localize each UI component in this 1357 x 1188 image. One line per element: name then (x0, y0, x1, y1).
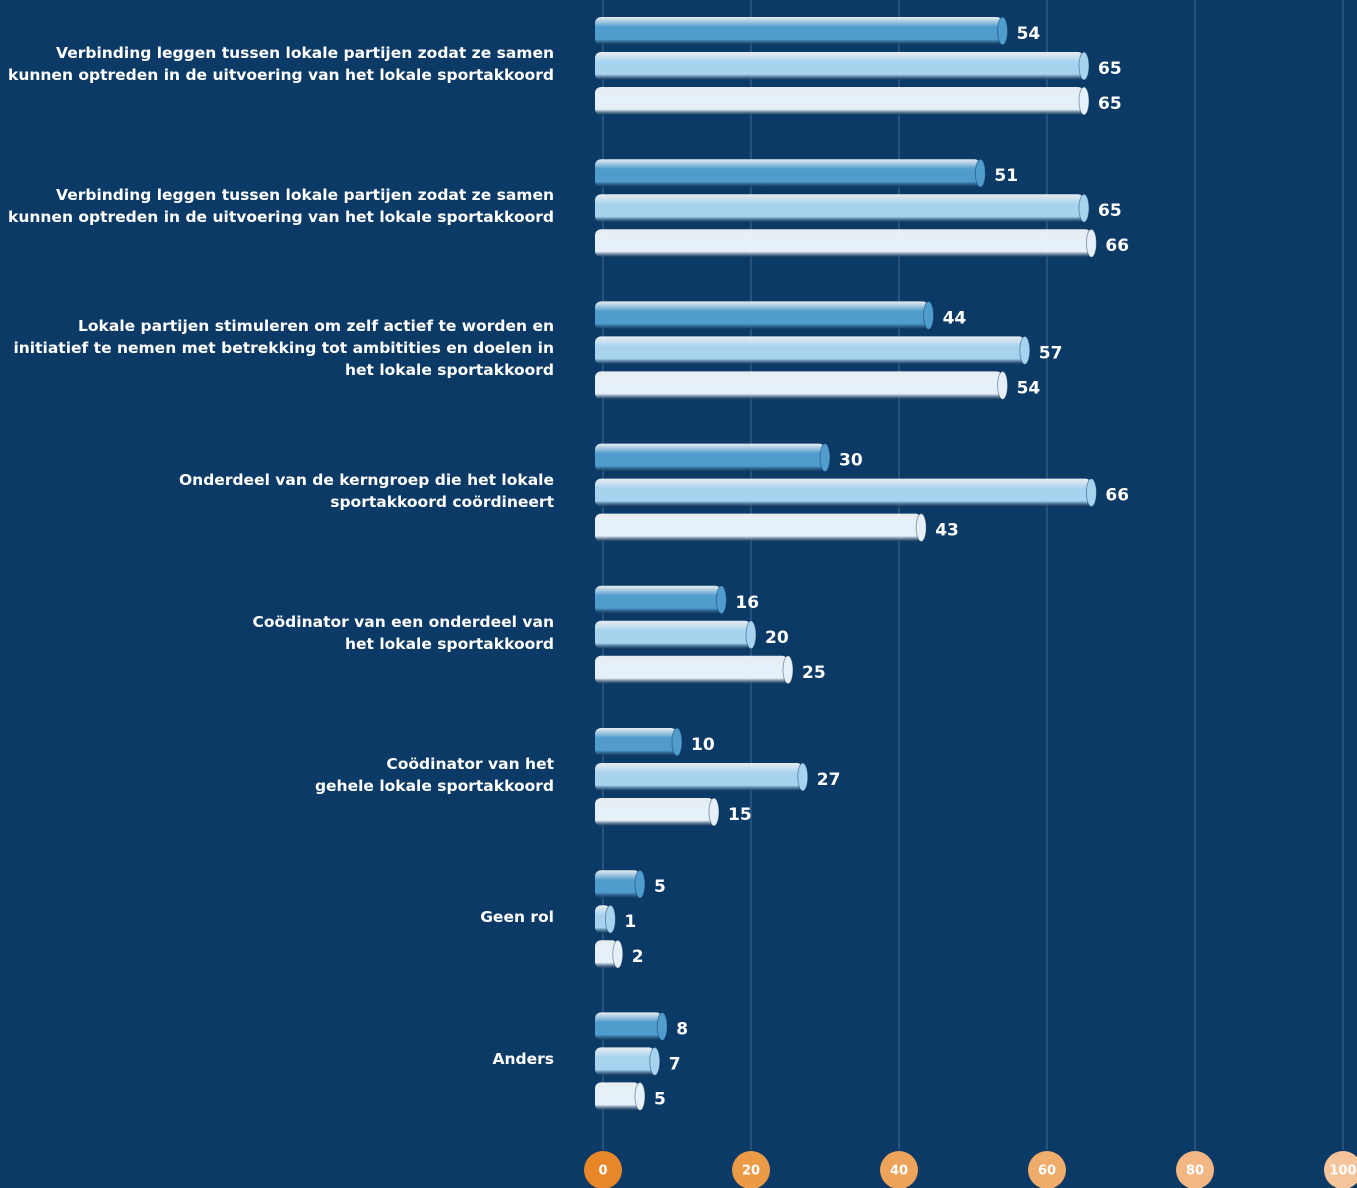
bar (595, 159, 980, 187)
bar-cap (613, 940, 623, 968)
value-label: 65 (1098, 94, 1122, 114)
value-label: 15 (728, 805, 752, 825)
value-label: 66 (1105, 486, 1129, 506)
bar (595, 52, 1084, 80)
bar (595, 586, 721, 614)
bar (595, 371, 1003, 399)
bar-cap (709, 798, 719, 826)
value-label: 51 (994, 166, 1018, 186)
value-label: 25 (802, 663, 826, 683)
x-tick-label: 80 (1186, 1164, 1204, 1179)
value-label: 65 (1098, 59, 1122, 79)
plot: 0204060801005465655165664457543066431620… (0, 0, 1357, 1188)
bar-cap (1079, 194, 1089, 222)
value-label: 1 (624, 912, 636, 932)
bar (595, 444, 825, 472)
bar-cap (650, 1047, 660, 1075)
value-label: 27 (817, 770, 841, 790)
bar (595, 17, 1003, 45)
x-tick-label: 100 (1329, 1164, 1356, 1179)
value-label: 20 (765, 628, 789, 648)
bar (595, 1012, 662, 1040)
category-label: Verbinding leggen tussen lokale partijen… (0, 42, 554, 86)
value-label: 5 (654, 1089, 666, 1109)
bar (595, 87, 1084, 115)
bar (595, 1047, 655, 1075)
bar (595, 621, 751, 649)
value-label: 30 (839, 451, 863, 471)
bar-cap (1079, 52, 1089, 80)
category-label: Coödinator van het gehele lokale sportak… (0, 753, 554, 797)
x-tick-label: 60 (1038, 1164, 1056, 1179)
bar-cap (783, 656, 793, 684)
value-label: 43 (935, 521, 959, 541)
bar (595, 336, 1025, 364)
category-label: Lokale partijen stimuleren om zelf actie… (0, 315, 554, 381)
value-label: 2 (632, 947, 644, 967)
bar-cap (1086, 229, 1096, 257)
category-label: Onderdeel van de kerngroep die het lokal… (0, 469, 554, 513)
bar-cap (975, 159, 985, 187)
value-label: 66 (1105, 236, 1129, 256)
bar (595, 798, 714, 826)
chart: 0204060801005465655165664457543066431620… (0, 0, 1357, 1188)
bar-cap (1020, 336, 1030, 364)
bar-cap (924, 301, 934, 329)
value-label: 16 (735, 593, 759, 613)
value-label: 5 (654, 877, 666, 897)
bar-cap (657, 1012, 667, 1040)
bar-cap (635, 1082, 645, 1110)
bar (595, 194, 1084, 222)
bar (595, 514, 921, 542)
value-label: 7 (669, 1054, 681, 1074)
value-label: 57 (1039, 343, 1063, 363)
bar-cap (998, 17, 1008, 45)
bar-cap (1086, 479, 1096, 507)
bar-cap (798, 763, 808, 791)
value-label: 10 (691, 735, 715, 755)
value-label: 65 (1098, 201, 1122, 221)
bar (595, 656, 788, 684)
bar (595, 728, 677, 756)
bar-cap (716, 586, 726, 614)
value-label: 54 (1017, 378, 1041, 398)
x-tick-label: 0 (598, 1164, 607, 1179)
value-label: 8 (676, 1019, 688, 1039)
bar-cap (635, 870, 645, 898)
category-label: Coödinator van een onderdeel van het lok… (0, 611, 554, 655)
bar-cap (916, 514, 926, 542)
bar (595, 1082, 640, 1110)
bar-cap (746, 621, 756, 649)
bar-cap (1079, 87, 1089, 115)
bar (595, 763, 803, 791)
x-tick-label: 40 (890, 1164, 908, 1179)
bar (595, 229, 1091, 257)
value-label: 44 (943, 308, 967, 328)
x-tick-label: 20 (742, 1164, 760, 1179)
bar-cap (672, 728, 682, 756)
category-label: Verbinding leggen tussen lokale partijen… (0, 184, 554, 228)
bar-cap (820, 444, 830, 472)
value-label: 54 (1017, 24, 1041, 44)
category-label: Anders (0, 1048, 554, 1070)
category-label: Geen rol (0, 906, 554, 928)
bar-cap (998, 371, 1008, 399)
bar (595, 479, 1091, 507)
bar (595, 301, 929, 329)
bar-cap (605, 905, 615, 933)
bar (595, 870, 640, 898)
